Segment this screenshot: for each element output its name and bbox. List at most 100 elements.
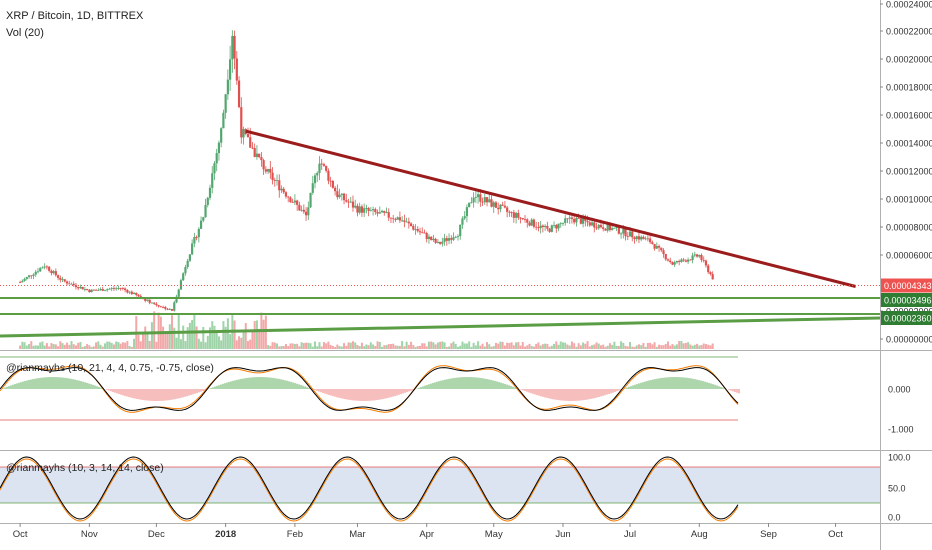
volume-bar (179, 339, 182, 349)
volume-bar (660, 345, 663, 349)
osc1-histogram-bar (706, 382, 708, 389)
candle-body (684, 260, 687, 262)
osc1-histogram-bar (718, 386, 720, 389)
osc1-histogram-bar (668, 377, 670, 389)
osc1-histogram-bar (242, 378, 244, 389)
osc1-histogram-bar (382, 389, 384, 400)
osc1-histogram-bar (432, 382, 434, 389)
candle-body (168, 309, 171, 310)
volume-bar (34, 345, 37, 349)
candle-body (628, 231, 632, 237)
candle-body (662, 250, 665, 255)
volume-bar (19, 345, 22, 349)
candle-body (110, 288, 113, 289)
candle-body (655, 246, 658, 249)
volume-bar (251, 330, 254, 349)
osc1-histogram-bar (96, 386, 98, 389)
volume-bar (430, 341, 433, 349)
price-tick-label: 0.00016000 (886, 111, 932, 121)
volume-bar (104, 343, 107, 349)
candle-body (155, 303, 158, 306)
candle-body (682, 259, 685, 261)
candle-body (693, 254, 696, 256)
volume-bar (276, 343, 279, 349)
volume-bar (658, 344, 661, 349)
osc1-histogram-bar (422, 386, 424, 389)
osc1-histogram-bar (700, 380, 702, 389)
osc1-histogram-bar (512, 386, 514, 389)
time-tick-label: 2018 (215, 529, 236, 540)
candle-body (608, 224, 612, 231)
volume-bar (412, 345, 415, 349)
osc1-histogram-bar (278, 378, 280, 389)
osc1-histogram-bar (264, 377, 266, 389)
volume-bar (23, 342, 26, 349)
candle-body (698, 255, 701, 257)
volume-bar (584, 343, 587, 349)
candle-body (246, 133, 250, 138)
candle-body (233, 35, 236, 59)
osc2-label: @rianmayhs (10, 3, 14, 14, close) (6, 462, 164, 474)
candle-body (470, 202, 473, 204)
volume-bar (209, 327, 212, 349)
osc1-histogram-bar (692, 378, 694, 389)
candle-body (63, 279, 66, 282)
time-tick-label: Oct (13, 529, 28, 540)
candle-body (412, 226, 415, 230)
osc1-histogram-bar (438, 381, 440, 389)
candle-body (224, 94, 227, 113)
volume-bar (150, 322, 153, 349)
candle-body (43, 266, 46, 268)
candle-body (675, 261, 679, 263)
volume-bar (101, 346, 104, 349)
osc1-histogram-bar (322, 389, 324, 393)
candle-body (320, 163, 323, 165)
osc1-histogram-bar (710, 383, 712, 389)
volume-bar (646, 342, 649, 349)
candle-body (702, 259, 705, 261)
volume-bar (213, 325, 216, 349)
candle-body (79, 286, 82, 289)
volume-bar (472, 342, 475, 349)
osc1-histogram-bar (666, 377, 668, 389)
volume-bar (662, 345, 665, 349)
osc1-histogram-bar (478, 377, 480, 389)
candle-body (322, 164, 326, 166)
volume-bar (81, 346, 84, 349)
osc1-histogram-bar (572, 389, 574, 401)
candle-body (351, 201, 355, 208)
osc1-histogram-bar (590, 389, 592, 399)
candle-body (680, 259, 683, 263)
osc1-histogram-bar (316, 389, 318, 391)
osc1-histogram-bar (648, 380, 650, 389)
volume-bar (215, 330, 218, 349)
candle-body (646, 238, 649, 240)
candle-body (94, 289, 98, 291)
osc1-histogram-bar (324, 389, 326, 394)
osc1-histogram-bar (510, 385, 512, 389)
candle-body (550, 225, 553, 232)
candle-body (573, 219, 576, 223)
volume-bar (36, 345, 39, 349)
osc1-histogram-bar (290, 381, 292, 389)
candle-body (425, 233, 428, 239)
osc1-histogram-bar (644, 381, 646, 389)
candle-body (434, 238, 437, 243)
candle-body (599, 224, 603, 228)
osc1-histogram-bar (262, 377, 264, 389)
osc1-histogram-bar (62, 377, 64, 389)
osc1-histogram-bar (736, 389, 738, 393)
osc1-histogram-bar (708, 382, 710, 389)
candle-body (61, 279, 64, 281)
osc1-histogram-bar (288, 381, 290, 389)
osc1-histogram-bar (442, 380, 444, 389)
osc1-histogram-bar (362, 389, 364, 401)
osc1-histogram-bar (734, 389, 736, 392)
osc1-histogram-bar (664, 377, 666, 389)
volume-bar (535, 343, 538, 349)
osc1-histogram-bar (378, 389, 380, 400)
volume-bar (680, 341, 683, 349)
candle-body (566, 218, 569, 220)
